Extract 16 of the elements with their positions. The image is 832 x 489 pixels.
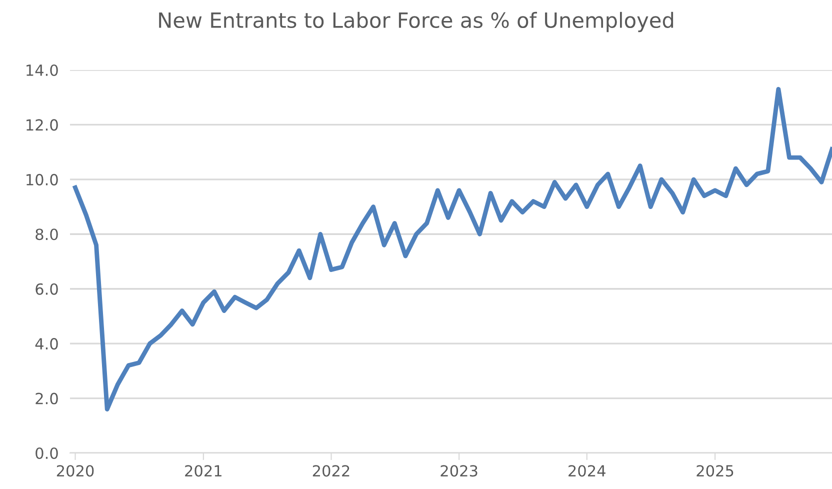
y-tick-label: 2.0 (36, 392, 58, 404)
y-tick-label: 10.0 (26, 174, 58, 186)
line-series (73, 86, 832, 412)
y-tick-label: 6.0 (36, 283, 58, 295)
x-tick-label: 2022 (312, 465, 350, 477)
y-tick-label: 12.0 (26, 119, 58, 131)
chart-title: New Entrants to Labor Force as % of Unemployed (159, 12, 674, 32)
y-tick-label: 14.0 (26, 64, 58, 76)
x-tick-label: 2021 (185, 465, 222, 477)
x-tick-label: 2020 (56, 465, 94, 477)
y-tick-label: 8.0 (36, 228, 58, 240)
x-tick-label: 2023 (440, 465, 478, 477)
x-tick-label: 2024 (568, 465, 606, 477)
y-tick-label: 4.0 (35, 338, 58, 350)
x-tick-label: 2025 (696, 465, 734, 477)
y-tick-label: 0.0 (36, 447, 58, 460)
